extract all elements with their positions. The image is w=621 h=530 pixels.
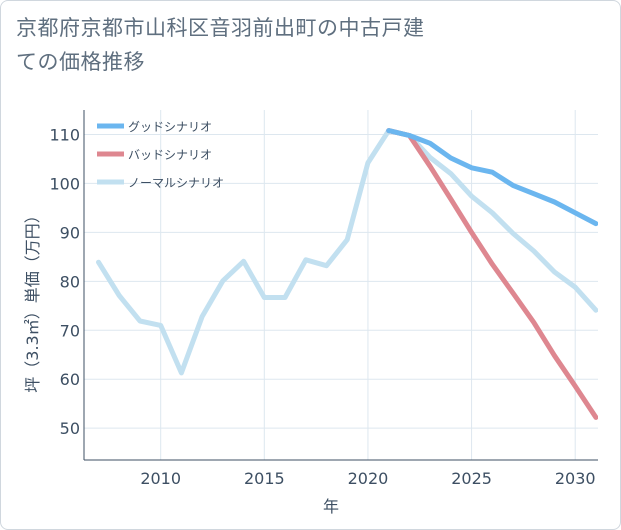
legend-label: バッドシナリオ	[128, 148, 212, 162]
y-tick-label: 90	[60, 223, 80, 242]
x-axis-title: 年	[323, 497, 339, 516]
y-tick-label: 110	[49, 125, 80, 144]
y-tick-label: 50	[60, 419, 80, 438]
y-tick-label: 80	[60, 272, 80, 291]
series-line-1	[386, 128, 598, 227]
x-tick-label: 2010	[140, 469, 181, 488]
legend-label: ノーマルシナリオ	[128, 176, 224, 190]
y-axis-title: 坪（3.3㎡）単価（万円）	[23, 207, 42, 392]
x-tick-label: 2030	[555, 469, 596, 488]
y-tick-label: 70	[60, 321, 80, 340]
series-line-3	[96, 128, 598, 376]
chart-title: 京都府京都市山科区音羽前出町の中古戸建ての価格推移	[16, 16, 425, 74]
y-tick-label: 100	[49, 174, 80, 193]
series-lines	[96, 128, 598, 420]
grid	[84, 110, 598, 460]
x-tick-label: 2025	[451, 469, 492, 488]
x-tick-label: 2020	[348, 469, 389, 488]
x-tick-label: 2015	[244, 469, 285, 488]
axes: 2010 2015 2020 2025 2030 50 60 70 80 90 100 110	[49, 110, 598, 488]
series-line-2	[386, 128, 598, 420]
legend-label: グッドシナリオ	[128, 120, 212, 134]
y-tick-label: 60	[60, 370, 80, 389]
